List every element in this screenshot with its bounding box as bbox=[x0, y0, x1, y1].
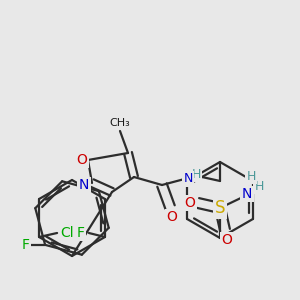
Text: O: O bbox=[76, 153, 87, 167]
Text: N: N bbox=[242, 187, 252, 201]
Text: F: F bbox=[77, 226, 85, 240]
Text: H: H bbox=[191, 167, 201, 181]
Text: Cl: Cl bbox=[60, 226, 74, 240]
Text: O: O bbox=[184, 196, 195, 210]
Text: H: H bbox=[246, 169, 256, 182]
Text: F: F bbox=[21, 238, 29, 252]
Text: O: O bbox=[167, 210, 177, 224]
Text: N: N bbox=[183, 172, 193, 185]
Text: S: S bbox=[215, 199, 225, 217]
Text: H: H bbox=[254, 179, 264, 193]
Text: N: N bbox=[79, 178, 89, 192]
Text: O: O bbox=[222, 233, 232, 247]
Text: CH₃: CH₃ bbox=[110, 118, 130, 128]
